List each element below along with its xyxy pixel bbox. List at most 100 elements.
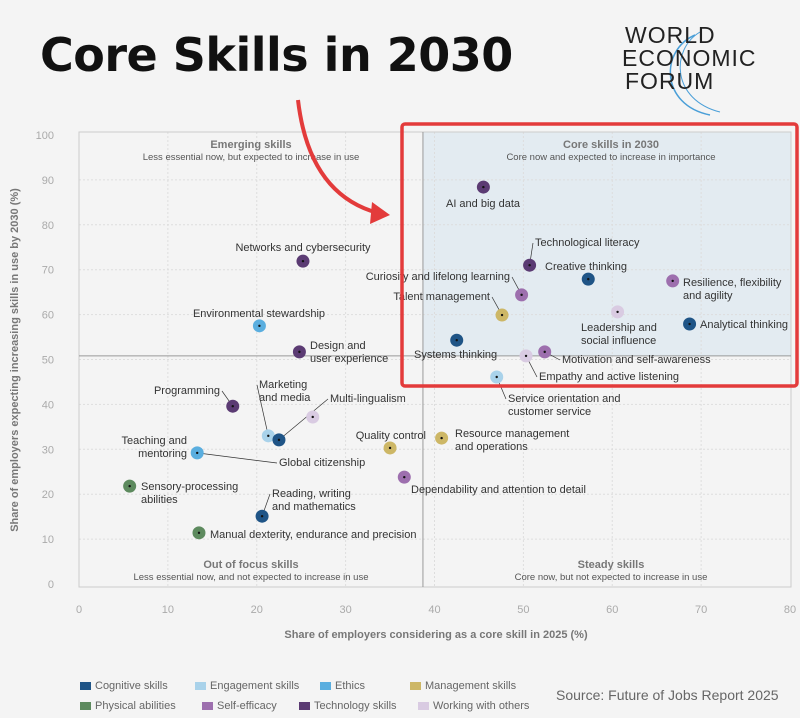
data-point: [292, 345, 306, 359]
y-tick-label: 70: [42, 265, 54, 277]
point-labels: AI and big data Technological literacy Cre…: [122, 198, 789, 541]
point-center: [671, 279, 674, 283]
point-label: Multi-lingualism: [330, 393, 406, 405]
data-points: [123, 180, 697, 540]
point-center: [196, 451, 199, 455]
point-label: Service orientation and customer service: [508, 393, 621, 418]
data-point: [495, 308, 509, 322]
y-tick-label: 50: [42, 355, 54, 367]
point-center: [616, 310, 619, 314]
point-label: Resource management and operations: [455, 428, 569, 453]
legend-swatch: [80, 682, 91, 690]
data-point: [515, 288, 529, 302]
x-tick-label: 70: [695, 604, 707, 616]
y-tick-label: 0: [48, 579, 54, 591]
point-center: [388, 446, 392, 450]
point-center: [440, 436, 443, 440]
y-tick-label: 10: [42, 534, 54, 546]
data-point: [476, 180, 490, 194]
point-center: [587, 277, 590, 281]
data-point: [255, 509, 269, 523]
point-label: Networks and cybersecurity: [235, 242, 371, 254]
data-point: [296, 254, 310, 268]
point-label: Systems thinking: [414, 349, 497, 361]
data-point: [581, 272, 595, 286]
legend-label: Engagement skills: [210, 680, 300, 692]
data-point: [272, 433, 286, 447]
point-label: Marketing and media: [259, 379, 311, 404]
legend-swatch: [410, 682, 421, 690]
legend-swatch: [418, 702, 429, 710]
point-label: Resilience, flexibility and agility: [683, 277, 782, 302]
legend-item: Engagement skills: [195, 680, 299, 692]
point-label: Teaching and mentoring: [122, 435, 187, 460]
data-point: [261, 429, 275, 443]
point-label: Programming: [154, 385, 220, 397]
point-center: [528, 264, 531, 267]
point-center: [301, 259, 305, 263]
quadrant-title: Steady skills: [578, 559, 645, 571]
core-quadrant-shade: [423, 132, 791, 356]
point-label: Empathy and active listening: [539, 371, 679, 383]
data-point: [123, 479, 137, 493]
leader-line: [197, 452, 278, 464]
point-center: [688, 322, 691, 326]
point-label: AI and big data: [446, 198, 521, 210]
legend-item: Technology skills: [299, 700, 397, 712]
x-tick-label: 60: [606, 604, 618, 616]
point-label: Talent management: [393, 291, 490, 303]
point-label: Global citizenship: [279, 457, 365, 469]
point-center: [197, 531, 201, 535]
point-label: Manual dexterity, endurance and precisio…: [210, 529, 416, 541]
y-tick-label: 20: [42, 489, 54, 501]
x-axis-label: Share of employers considering as a core…: [284, 629, 588, 641]
grid: [79, 132, 791, 587]
point-center: [277, 438, 281, 442]
legend-label: Physical abilities: [95, 700, 176, 712]
data-point: [435, 431, 449, 445]
data-point: [306, 410, 320, 424]
point-center: [500, 313, 504, 317]
point-label: Analytical thinking: [700, 319, 788, 331]
legend-item: Physical abilities: [80, 700, 176, 712]
leader-line: [256, 384, 269, 436]
legend-label: Technology skills: [314, 700, 397, 712]
x-tick-label: 30: [340, 604, 352, 616]
data-point: [450, 333, 464, 347]
quadrant-subtitle: Less essential now, and not expected to …: [133, 572, 368, 583]
data-point: [190, 446, 204, 460]
legend-swatch: [299, 702, 310, 710]
point-center: [260, 515, 264, 518]
point-center: [311, 415, 314, 419]
point-label: Leadership and social influence: [581, 322, 657, 347]
legend-swatch: [195, 682, 206, 690]
x-tick-label: 80: [784, 604, 796, 616]
point-label: Motivation and self-awareness: [562, 354, 711, 366]
headline: Core Skills in 2030: [40, 28, 513, 82]
point-center: [482, 185, 485, 189]
data-point: [611, 305, 625, 319]
leader-line: [278, 398, 329, 441]
data-point: [523, 258, 537, 272]
logo-line: FORUM: [625, 68, 715, 94]
quadrant-title: Core skills in 2030: [563, 139, 659, 151]
arrowhead-icon: [370, 202, 390, 224]
legend-swatch: [202, 702, 213, 710]
legend-swatch: [80, 702, 91, 710]
point-label: Creative thinking: [545, 261, 627, 273]
y-tick-label: 80: [42, 220, 54, 232]
data-point: [383, 441, 397, 455]
legend-label: Working with others: [433, 700, 530, 712]
point-label: Sensory-processing abilities: [141, 481, 238, 506]
data-point: [683, 317, 697, 331]
data-point: [397, 470, 411, 484]
axis-ticks: 0 10 20 30 40 50 60 70 80 0 10 20 30 40 50 60 70 80 90 100: [36, 130, 796, 616]
quadrant-subtitle: Core now, but not expected to increase i…: [515, 572, 708, 583]
x-tick-label: 0: [76, 604, 82, 616]
logo-line: WORLD: [625, 22, 716, 48]
logo-arc-icon: [669, 31, 721, 116]
legend-item: Working with others: [418, 700, 529, 712]
quadrant-title: Emerging skills: [210, 139, 291, 151]
point-center: [524, 354, 528, 358]
source-note: Source: Future of Jobs Report 2025: [556, 687, 779, 703]
